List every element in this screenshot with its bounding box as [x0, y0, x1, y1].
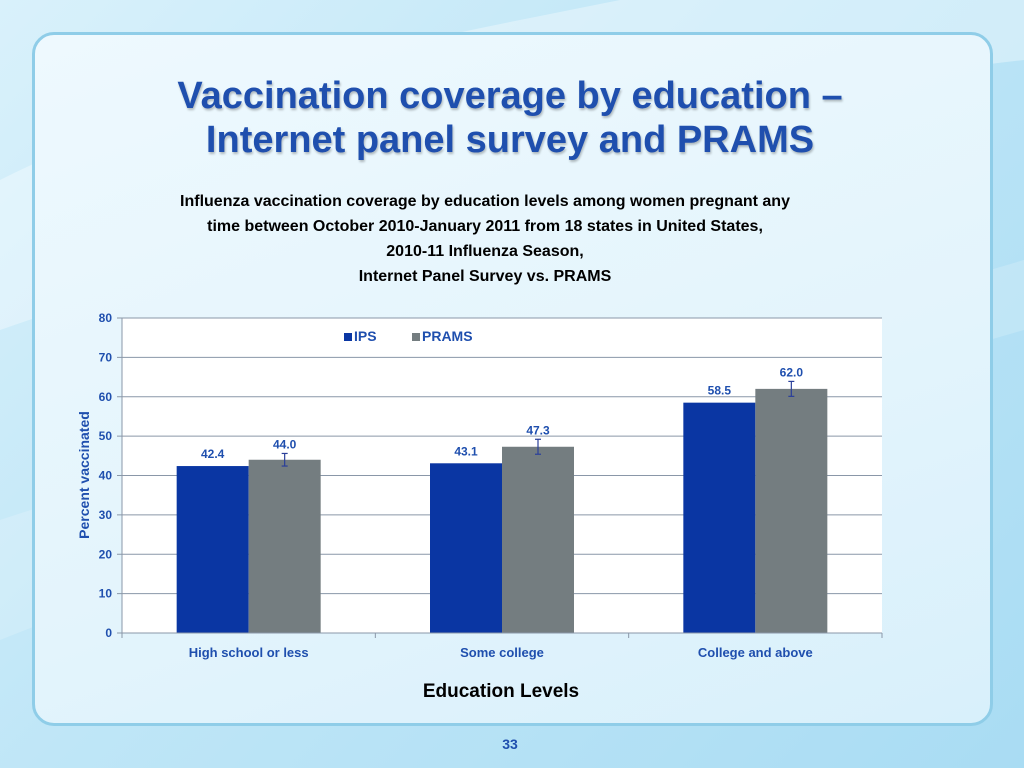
legend-label-prams: PRAMS [422, 328, 473, 344]
legend: IPS PRAMS [344, 328, 473, 344]
chart-title: Influenza vaccination coverage by educat… [60, 189, 910, 289]
x-tick-label: College and above [698, 645, 813, 660]
data-label: 47.3 [526, 423, 550, 437]
y-tick-label: 10 [99, 587, 113, 601]
y-tick-label: 0 [105, 626, 112, 640]
y-tick-label: 80 [99, 311, 113, 325]
bar-prams-2 [755, 388, 828, 633]
axes: 0 10 20 30 40 50 60 70 80 High school or less Some… [99, 311, 883, 660]
bar-ips-0 [176, 466, 249, 633]
data-label: 42.4 [201, 447, 225, 461]
y-tick-label: 50 [99, 429, 113, 443]
chart-title-line-1: Influenza vaccination coverage by educat… [180, 193, 790, 210]
data-label: 43.1 [454, 444, 478, 458]
x-axis-title: Education Levels [423, 681, 579, 702]
y-tick-label: 60 [99, 390, 113, 404]
x-tick-label: Some college [460, 645, 544, 660]
bar-ips-1 [430, 463, 502, 633]
chart-title-line-4: Internet Panel Survey vs. PRAMS [358, 268, 612, 285]
y-tick-label: 20 [99, 547, 113, 561]
x-tick-label: High school or less [189, 645, 309, 660]
y-axis-title: Percent vaccinated [76, 411, 92, 539]
data-label: 44.0 [273, 437, 297, 451]
chart-title-line-2: time between October 2010-January 2011 f… [207, 218, 763, 235]
slide-title-line-2: Internet panel survey and PRAMS [205, 119, 815, 161]
y-tick-label: 70 [99, 350, 113, 364]
bar-prams-0 [248, 459, 321, 633]
data-label: 58.5 [708, 384, 732, 398]
legend-swatch-ips [344, 333, 352, 341]
chart-title-line-3: 2010-11 Influenza Season, [386, 243, 584, 260]
bar-prams-1 [502, 446, 574, 633]
data-label: 62.0 [780, 365, 804, 379]
slide-title-line-1: Vaccination coverage by education – [177, 75, 843, 117]
slide-title: Vaccination coverage by education – Inte… [100, 74, 920, 162]
data-labels: 42.4 44.0 43.1 47.3 58.5 62.0 [201, 365, 803, 461]
legend-label-ips: IPS [354, 328, 377, 344]
y-tick-label: 40 [99, 469, 113, 483]
bar-ips-2 [683, 402, 756, 633]
page-number: 33 [502, 736, 518, 752]
legend-swatch-prams [412, 333, 420, 341]
bars [176, 380, 828, 633]
y-tick-label: 30 [99, 508, 113, 522]
